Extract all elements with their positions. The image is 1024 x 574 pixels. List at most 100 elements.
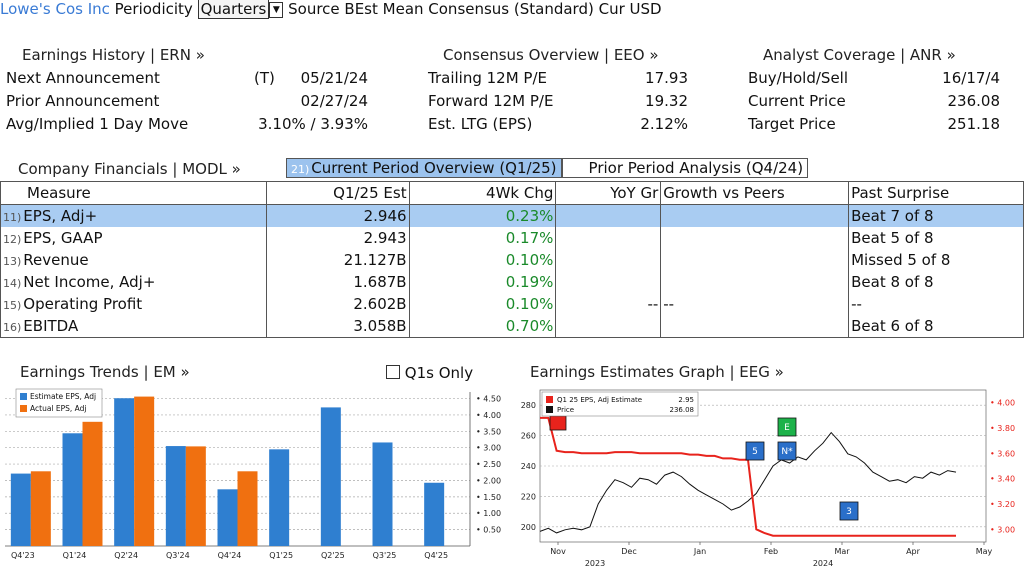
consensus-title[interactable]: Consensus Overview | EEO » xyxy=(443,46,659,64)
target-price-value: 251.18 xyxy=(947,115,1001,133)
bar-actual xyxy=(185,446,206,546)
tab-current-period[interactable]: 21) Current Period Overview (Q1/25) xyxy=(286,158,562,178)
bar-estimate xyxy=(10,473,31,546)
left-tick-label: 220 xyxy=(521,492,536,501)
financials-title[interactable]: Company Financials | MODL » xyxy=(18,160,241,178)
x-tick-label: Q4'24 xyxy=(218,551,242,560)
left-tick-label: 200 xyxy=(521,523,536,532)
row-est: 1.687B xyxy=(265,271,410,293)
table-row[interactable]: 12) EPS, GAAP 2.943 0.17% Beat 5 of 8 xyxy=(0,227,1024,249)
tab-current-number: 21) xyxy=(291,163,310,176)
row-peers xyxy=(660,315,850,338)
event-marker-label: N* xyxy=(781,447,793,457)
x-tick-label: Q4'25 xyxy=(424,551,448,560)
trailing-pe-row: Trailing 12M P/E 17.93 xyxy=(428,67,690,90)
row-peers: -- xyxy=(660,293,850,315)
table-row[interactable]: 16) EBITDA 3.058B 0.70% Beat 6 of 8 xyxy=(0,315,1024,338)
checkbox-icon[interactable] xyxy=(386,365,400,379)
legend-swatch xyxy=(20,405,27,412)
right-tick-label: • 4.00 xyxy=(990,399,1015,408)
right-tick-label: • 3.40 xyxy=(990,475,1015,484)
bar-actual xyxy=(82,421,103,546)
col-yoy-gr[interactable]: YoY Gr xyxy=(555,181,662,205)
tab-prior-label: Prior Period Analysis (Q4/24) xyxy=(588,159,804,177)
x-tick-label: Nov xyxy=(550,547,566,556)
row-number: 11) xyxy=(3,211,22,224)
row-surprise: Beat 5 of 8 xyxy=(848,227,1024,249)
source-text: Source BEst Mean Consensus (Standard) Cu… xyxy=(288,0,662,18)
row-yoy xyxy=(555,227,662,249)
row-peers xyxy=(660,249,850,271)
bar-actual xyxy=(30,471,51,546)
buy-hold-sell-label: Buy/Hold/Sell xyxy=(748,69,849,87)
row-measure: Revenue xyxy=(23,251,89,269)
row-number: 16) xyxy=(3,321,22,334)
col-4wk-chg[interactable]: 4Wk Chg xyxy=(408,181,557,205)
table-row[interactable]: 13) Revenue 21.127B 0.10% Missed 5 of 8 xyxy=(0,249,1024,271)
bar-estimate xyxy=(372,442,393,546)
target-price-row: Target Price 251.18 xyxy=(748,113,1002,136)
legend-swatch xyxy=(546,396,553,403)
q1s-only-toggle[interactable]: Q1s Only xyxy=(386,364,473,382)
event-marker: 3 xyxy=(839,501,859,521)
row-chg: 0.19% xyxy=(408,271,557,293)
legend-box xyxy=(541,391,699,417)
right-tick-label: • 3.80 xyxy=(990,424,1015,433)
row-chg: 0.10% xyxy=(408,249,557,271)
row-measure: EBITDA xyxy=(23,317,79,335)
periodicity-select[interactable]: Quarters xyxy=(197,0,270,19)
event-marker-box xyxy=(745,441,765,461)
row-measure: Operating Profit xyxy=(23,295,143,313)
table-row[interactable]: 11) EPS, Adj+ 2.946 0.23% Beat 7 of 8 xyxy=(0,204,1024,227)
x-tick-label: Q4'23 xyxy=(11,551,35,560)
next-announcement-value: 05/21/24 xyxy=(300,69,368,87)
row-number: 12) xyxy=(3,233,22,246)
row-yoy xyxy=(555,315,662,338)
bar-estimate xyxy=(320,407,341,546)
col-est[interactable]: Q1/25 Est xyxy=(265,181,410,205)
earnings-trends-title[interactable]: Earnings Trends | EM » xyxy=(20,363,190,381)
next-announcement-flag: (T) xyxy=(254,69,275,87)
company-name[interactable]: Lowe's Cos Inc xyxy=(0,0,110,18)
table-row[interactable]: 14) Net Income, Adj+ 1.687B 0.19% Beat 8 … xyxy=(0,271,1024,293)
row-surprise: Missed 5 of 8 xyxy=(848,249,1024,271)
y-tick-label: • 1.00 xyxy=(476,509,501,518)
bar-actual xyxy=(134,396,155,546)
y-tick-label: • 3.50 xyxy=(476,427,501,436)
ltg-row: Est. LTG (EPS) 2.12% xyxy=(428,113,690,136)
col-growth-vs-peers[interactable]: Growth vs Peers xyxy=(660,181,850,205)
financials-tabs: 21) Current Period Overview (Q1/25) Prior … xyxy=(286,158,809,178)
earnings-estimates-chart: 200 220 240 260 280 • 3.00 • 3.20 • 3.40 • 3.60 •… xyxy=(521,389,1015,568)
prior-announcement-value: 02/27/24 xyxy=(300,92,368,110)
legend-label: Estimate EPS, Adj xyxy=(30,392,96,401)
top-bar: Lowe's Cos Inc Periodicity Quarters ▼ Sou… xyxy=(0,0,662,22)
eeg-title[interactable]: Earnings Estimates Graph | EEG » xyxy=(530,363,784,381)
next-announcement-row: Next Announcement (T) 05/21/24 xyxy=(6,67,372,90)
tab-prior-period[interactable]: Prior Period Analysis (Q4/24) xyxy=(561,158,809,178)
event-marker-box xyxy=(777,441,797,461)
table-header-row: Measure Q1/25 Est 4Wk Chg YoY Gr Growth … xyxy=(0,181,1024,205)
next-announcement-label: Next Announcement xyxy=(6,69,160,87)
row-surprise: Beat 7 of 8 xyxy=(848,204,1024,227)
row-yoy xyxy=(555,271,662,293)
analyst-panel: Buy/Hold/Sell 16/17/4 Current Price 236.… xyxy=(748,67,1002,136)
trailing-pe-label: Trailing 12M P/E xyxy=(428,69,547,87)
row-measure: EPS, Adj+ xyxy=(23,207,98,225)
analyst-title[interactable]: Analyst Coverage | ANR » xyxy=(763,46,956,64)
chevron-down-icon[interactable]: ▼ xyxy=(269,1,284,18)
buy-hold-sell-value: 16/17/4 xyxy=(942,69,1000,87)
implied-move-row: Avg/Implied 1 Day Move 3.10% / 3.93% xyxy=(6,113,372,136)
current-price-label: Current Price xyxy=(748,92,846,110)
table-row[interactable]: 15) Operating Profit 2.602B 0.10% -- -- -… xyxy=(0,293,1024,315)
x-tick-label: Q1'24 xyxy=(63,551,87,560)
earnings-history-title[interactable]: Earnings History | ERN » xyxy=(22,46,205,64)
col-measure[interactable]: Measure xyxy=(0,181,267,205)
event-marker: N* xyxy=(777,441,797,461)
col-past-surprise[interactable]: Past Surprise xyxy=(848,181,1024,205)
left-tick-label: 240 xyxy=(521,462,536,471)
event-marker-label: 3 xyxy=(846,507,852,517)
y-tick-label: • 2.50 xyxy=(476,460,501,469)
financials-table: Measure Q1/25 Est 4Wk Chg YoY Gr Growth … xyxy=(0,181,1024,338)
bar-estimate xyxy=(114,398,135,546)
legend-swatch xyxy=(546,406,553,413)
